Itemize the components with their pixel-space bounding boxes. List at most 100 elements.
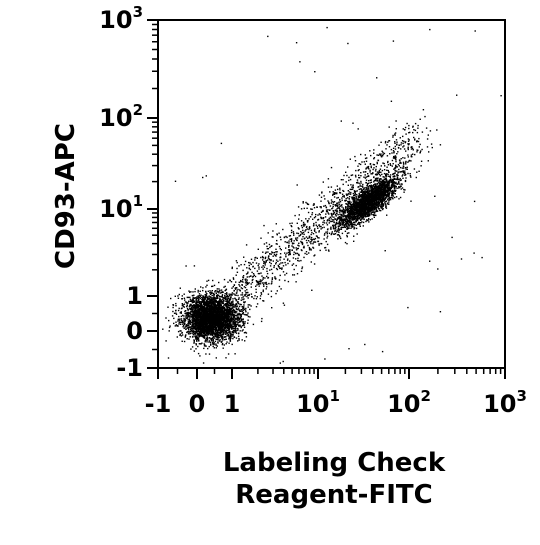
data-point [220, 331, 222, 334]
data-point [205, 308, 207, 311]
data-point [224, 322, 227, 324]
data-point [212, 319, 214, 321]
data-point [216, 296, 219, 298]
data-point [177, 320, 179, 322]
data-point [204, 328, 206, 330]
data-point [235, 323, 237, 326]
data-point [364, 189, 366, 191]
data-point [396, 183, 398, 185]
data-point [394, 190, 397, 192]
data-point [205, 318, 207, 320]
data-point [337, 234, 340, 236]
data-point [180, 307, 183, 310]
data-point [187, 317, 189, 319]
data-point [199, 301, 201, 304]
data-point [375, 185, 377, 187]
data-point [231, 324, 233, 327]
data-point [204, 304, 206, 306]
data-point [202, 324, 205, 326]
data-point [192, 316, 194, 319]
data-point [231, 327, 233, 330]
data-point [255, 298, 258, 300]
data-point [212, 330, 214, 332]
data-point [194, 323, 196, 325]
data-point [398, 179, 400, 181]
data-point [235, 324, 238, 326]
data-point [388, 195, 390, 197]
data-point [183, 340, 186, 343]
data-point [340, 211, 342, 213]
data-point [230, 333, 232, 335]
data-point [358, 205, 361, 207]
data-point [227, 295, 229, 297]
data-point [190, 306, 193, 309]
data-point [244, 294, 246, 296]
data-point [241, 325, 244, 327]
data-point [214, 306, 216, 308]
data-point [165, 317, 167, 319]
data-point [217, 314, 219, 316]
data-point [181, 298, 183, 300]
data-point [231, 311, 234, 313]
data-point [188, 326, 190, 329]
data-point [238, 314, 240, 316]
data-point [195, 320, 198, 322]
data-point [203, 336, 206, 338]
data-point [190, 303, 192, 306]
data-point [204, 321, 206, 323]
data-point [201, 305, 204, 307]
data-point [178, 293, 180, 296]
data-point [214, 308, 216, 310]
data-point [177, 325, 179, 327]
data-point [201, 301, 204, 303]
data-point [215, 318, 217, 320]
data-point [221, 343, 224, 346]
data-point [194, 318, 197, 321]
data-point [222, 298, 224, 300]
data-point [334, 229, 336, 231]
data-point [229, 339, 231, 341]
data-point [373, 200, 376, 202]
data-point [362, 221, 365, 224]
data-point [347, 221, 349, 223]
data-point [228, 307, 230, 309]
data-point [191, 320, 194, 322]
data-point [200, 294, 202, 296]
data-point [252, 323, 255, 326]
data-point [237, 318, 239, 320]
data-point [241, 339, 243, 341]
data-point [191, 318, 193, 321]
data-point [395, 178, 397, 181]
data-point [237, 322, 239, 324]
data-point [226, 304, 229, 306]
data-point [226, 331, 228, 334]
data-point [359, 191, 361, 193]
data-point [194, 333, 197, 335]
data-point [210, 297, 212, 299]
data-point [211, 290, 213, 292]
data-point [211, 326, 213, 328]
data-point [228, 324, 230, 326]
data-point [230, 322, 232, 325]
data-point [239, 317, 241, 320]
data-point [197, 309, 199, 311]
data-point [353, 204, 356, 206]
data-point [359, 223, 361, 226]
data-point [196, 296, 198, 298]
data-point [246, 314, 249, 316]
data-point [388, 201, 390, 203]
data-point [225, 330, 227, 333]
data-point [342, 221, 344, 223]
data-point [218, 314, 221, 316]
data-point [185, 324, 188, 326]
data-point [210, 325, 212, 328]
data-point [194, 308, 196, 310]
data-point [215, 347, 217, 349]
data-point [217, 305, 219, 307]
data-point [238, 324, 240, 326]
data-point [219, 330, 221, 332]
data-point [375, 185, 378, 187]
data-point [204, 322, 206, 325]
data-point [199, 316, 201, 318]
